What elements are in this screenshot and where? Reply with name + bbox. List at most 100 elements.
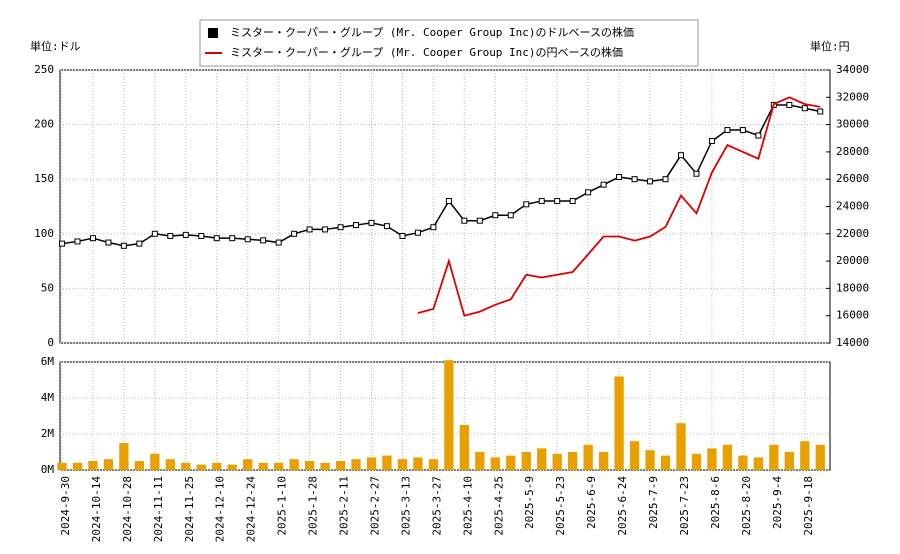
volume-bar: [660, 455, 671, 470]
volume-bar: [753, 457, 764, 470]
price-candle: [647, 178, 654, 185]
y2-tick-label: 26000: [836, 172, 869, 185]
volume-bar: [150, 453, 160, 470]
price-candle: [337, 224, 344, 231]
x-tick-label: 2024-11-25: [183, 476, 196, 542]
volume-bar: [103, 459, 114, 470]
price-candle: [430, 224, 437, 231]
volume-bar: [289, 459, 299, 470]
price-candle: [693, 170, 700, 177]
y2-tick-label: 28000: [836, 145, 869, 158]
x-tick-label: 2025-1-10: [276, 476, 289, 536]
price-candle: [260, 237, 267, 244]
price-candle: [492, 212, 499, 219]
volume-bar: [134, 461, 145, 470]
price-candle: [383, 223, 390, 230]
y-tick-label: 200: [34, 118, 54, 131]
volume-bar: [304, 461, 315, 470]
volume-bar: [800, 441, 810, 470]
volume-bar: [397, 459, 408, 470]
legend-box: [199, 19, 699, 67]
y-tick-label: 150: [34, 172, 54, 185]
price-candle: [476, 217, 483, 224]
price-candle: [708, 137, 715, 144]
volume-bar: [815, 444, 825, 470]
x-tick-label: 2025-9-18: [802, 476, 815, 536]
x-tick-label: 2025-4-10: [461, 476, 474, 536]
volume-bar: [722, 444, 733, 470]
volume-bar: [428, 459, 439, 470]
price-candle: [507, 212, 514, 219]
price-candle: [136, 240, 143, 247]
volume-bar: [227, 464, 237, 470]
y-tick-label: 50: [41, 281, 54, 294]
x-tick-label: 2025-5-9: [523, 476, 536, 529]
volume-bar: [475, 452, 485, 470]
price-candle: [120, 242, 127, 249]
y-axis-unit: 単位:ドル: [30, 39, 81, 53]
volume-bar: [196, 464, 206, 470]
legend-label: ミスター・クーパー・グループ (Mr. Cooper Group Inc)の円ベ…: [230, 45, 623, 59]
y2-tick-label: 14000: [836, 336, 869, 349]
price-candle: [755, 132, 762, 139]
volume-bar: [88, 461, 98, 470]
x-tick-label: 2024-10-28: [121, 476, 134, 542]
volume-bar: [366, 457, 377, 470]
price-candle: [616, 174, 623, 181]
volume-bar: [691, 453, 702, 470]
y2-tick-label: 20000: [836, 254, 869, 267]
volume-bar: [72, 462, 83, 470]
volume-bar: [212, 462, 222, 470]
volume-bar: [57, 462, 67, 470]
volume-bar: [676, 423, 686, 470]
price-candle: [151, 230, 158, 237]
y2-tick-label: 32000: [836, 90, 869, 103]
y-tick-label: 0: [47, 336, 54, 349]
price-candle: [182, 231, 189, 238]
volume-bar: [568, 452, 578, 470]
x-tick-label: 2025-5-23: [554, 476, 567, 536]
price-candle: [600, 181, 607, 188]
volume-bar: [351, 459, 361, 470]
volume-bar: [320, 462, 330, 470]
price-candle: [523, 201, 530, 208]
x-tick-label: 2025-6-9: [585, 476, 598, 529]
price-candle: [59, 240, 65, 247]
volume-bar: [119, 443, 129, 470]
x-tick-label: 2025-4-25: [492, 476, 505, 536]
volume-bar: [413, 457, 423, 470]
volume-bar: [784, 452, 794, 470]
price-candle: [368, 219, 375, 226]
volume-bar: [490, 457, 500, 470]
x-tick-label: 2025-2-27: [368, 476, 381, 536]
x-tick-label: 2025-8-20: [740, 476, 753, 536]
x-tick-label: 2024-12-10: [214, 476, 227, 542]
volume-tick-label: 0M: [41, 463, 55, 476]
y2-tick-label: 24000: [836, 200, 869, 213]
price-candle: [213, 235, 220, 242]
x-tick-label: 2024-11-11: [152, 476, 165, 542]
price-candle: [399, 232, 406, 239]
x-tick-label: 2024-12-24: [245, 476, 258, 543]
y2-tick-label: 16000: [836, 309, 869, 322]
x-tick-label: 2025-7-23: [678, 476, 691, 536]
price-candle: [291, 230, 298, 237]
volume-bar: [382, 455, 392, 470]
volume-bar: [181, 462, 191, 470]
volume-bar: [459, 425, 469, 470]
price-candle: [662, 176, 669, 183]
y2-tick-label: 34000: [836, 63, 869, 76]
price-candle: [414, 229, 421, 236]
volume-bar: [738, 455, 748, 470]
volume-bar: [629, 441, 640, 470]
price-candle: [306, 226, 313, 233]
price-candle: [229, 235, 236, 242]
x-tick-label: 2025-9-4: [771, 476, 784, 529]
volume-bar: [769, 444, 779, 470]
volume-bar: [243, 459, 253, 470]
price-candle: [554, 198, 561, 205]
price-candle: [353, 222, 360, 229]
x-tick-label: 2025-8-6: [709, 476, 722, 529]
price-line: [61, 104, 821, 247]
